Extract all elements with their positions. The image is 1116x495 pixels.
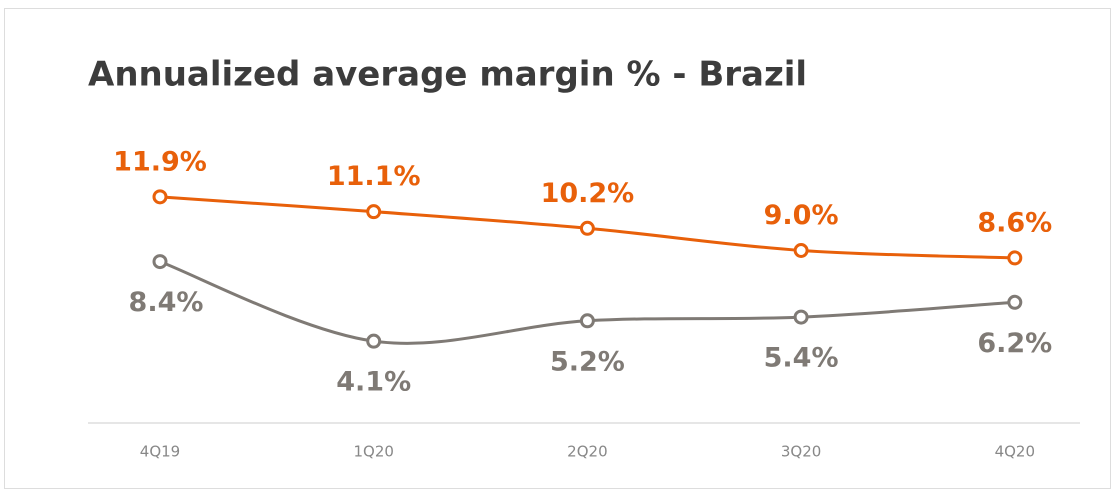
data-label: 5.4% — [764, 343, 839, 374]
x-tick-label: 3Q20 — [781, 443, 821, 461]
point — [152, 254, 168, 270]
point — [152, 189, 168, 205]
data-label: 9.0% — [764, 200, 839, 231]
x-tick-label: 2Q20 — [567, 443, 607, 461]
point — [366, 333, 382, 349]
point — [579, 313, 595, 329]
point — [366, 204, 382, 220]
data-label: 10.2% — [541, 178, 635, 209]
data-label: 8.6% — [977, 207, 1052, 238]
point — [793, 243, 809, 258]
x-tick-label: 4Q20 — [995, 443, 1035, 461]
point — [793, 309, 809, 325]
data-label: 4.1% — [336, 367, 411, 398]
point — [1007, 250, 1023, 266]
data-label: 5.2% — [550, 346, 625, 377]
data-label: 6.2% — [977, 328, 1052, 359]
point — [1007, 294, 1023, 310]
x-tick-label: 1Q20 — [353, 443, 393, 461]
chart-title: Annualized average margin % - Brazil — [88, 55, 807, 95]
frame — [4, 8, 1111, 489]
point — [579, 220, 595, 236]
x-tick-label: 4Q19 — [140, 443, 180, 461]
data-label: 11.9% — [113, 146, 207, 177]
data-label: 11.1% — [327, 161, 421, 192]
data-label: 8.4% — [129, 287, 204, 318]
